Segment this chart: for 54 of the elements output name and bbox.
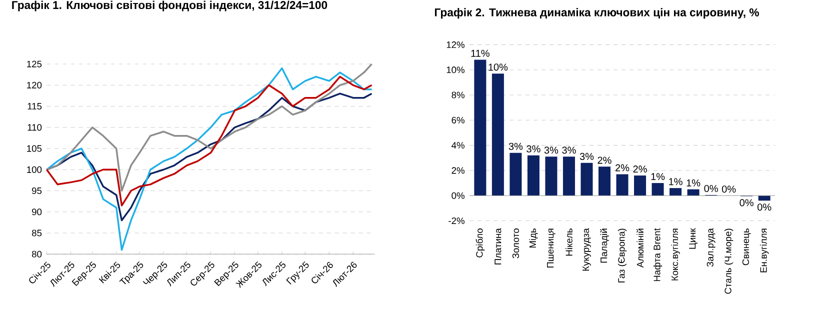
data-label: 0% xyxy=(758,204,772,211)
y-tick-label: 125 xyxy=(27,60,42,68)
y-tick-label: 105 xyxy=(27,145,42,152)
y-tick-label: 2% xyxy=(452,167,464,174)
x-tick-label: Кукурудза xyxy=(582,228,591,271)
x-tick-label: Паладій xyxy=(600,228,609,263)
y-tick-label: 100 xyxy=(27,166,42,173)
y-tick-label: 80 xyxy=(32,250,42,258)
data-label: 3% xyxy=(526,145,540,152)
y-tick-label: 110 xyxy=(28,124,42,131)
data-label: 2% xyxy=(633,165,647,172)
data-label: 2% xyxy=(616,164,630,172)
y-tick-label: 90 xyxy=(32,208,42,216)
y-tick-label: 12% xyxy=(446,41,464,48)
data-label: 1% xyxy=(686,179,700,186)
x-tick-label: Алюміній xyxy=(636,228,644,268)
x-tick-label: Нікель xyxy=(566,228,572,256)
data-label: 3% xyxy=(562,146,576,154)
data-label: 1% xyxy=(669,178,682,186)
data-label: 3% xyxy=(544,146,558,154)
x-tick-label: Свинець xyxy=(742,228,751,266)
x-tick-label: Газ (Європа) xyxy=(618,228,627,282)
data-label: 3% xyxy=(580,152,594,160)
data-label: 2% xyxy=(598,156,612,164)
y-tick-label: 4% xyxy=(452,142,464,149)
x-tick-label: Сталь (Ч.море) xyxy=(724,228,734,294)
y-tick-label: 10% xyxy=(446,66,464,74)
data-label: 1% xyxy=(651,173,665,180)
data-label: 11% xyxy=(471,50,490,57)
x-tick-label: Пшениця xyxy=(547,228,556,268)
data-label: 0% xyxy=(722,186,736,193)
x-tick-label: Зал.руда xyxy=(706,228,716,267)
x-tick-label: Мідь xyxy=(529,228,538,248)
y-tick-label: 120 xyxy=(27,82,42,88)
y-tick-label: 95 xyxy=(32,187,42,194)
x-tick-label: Кокс.вугілля xyxy=(671,228,680,280)
x-tick-label: Ен.вугілля xyxy=(760,228,769,272)
x-tick-label: Нафта Brent xyxy=(653,228,662,281)
y-tick-label: 85 xyxy=(32,230,42,236)
y-tick-label: 115 xyxy=(28,102,42,110)
chart-title: Графік 1. Ключові світові фондові індекси, 31/12/24=100 xyxy=(12,0,328,12)
y-tick-label: 8% xyxy=(452,92,464,98)
data-label: 0% xyxy=(704,184,718,192)
y-tick-label: -2% xyxy=(448,217,464,224)
x-tick-label: Цинк xyxy=(689,228,698,249)
y-tick-label: 0% xyxy=(452,192,464,199)
data-label: 0% xyxy=(740,199,754,206)
data-label: 10% xyxy=(488,64,508,71)
x-tick-label: Срібло xyxy=(476,228,485,258)
chart-title: Графік 2. Тижнева динаміка ключових цін на сировину, % xyxy=(434,8,759,19)
data-label: 3% xyxy=(508,142,523,150)
y-tick-label: 6% xyxy=(452,116,464,124)
x-tick-label: Золото xyxy=(512,228,519,258)
x-tick-label: Платина xyxy=(494,228,502,264)
